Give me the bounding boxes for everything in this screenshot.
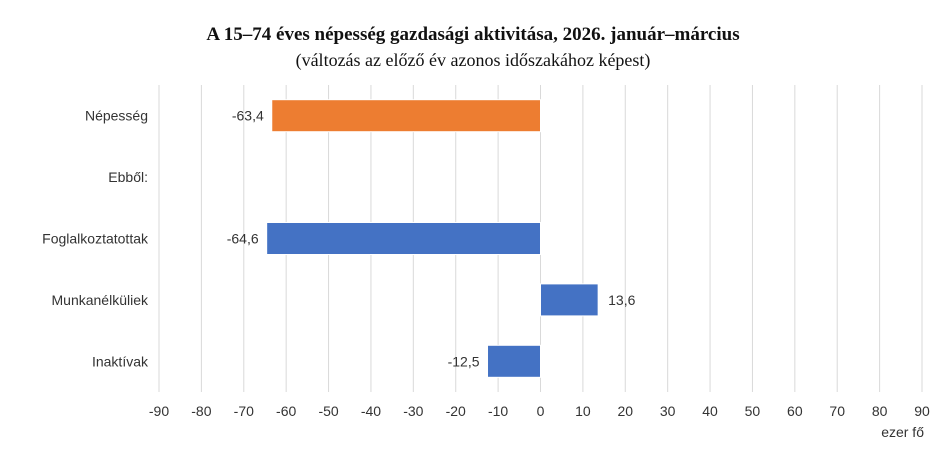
category-label: Foglalkoztatottak xyxy=(42,231,149,247)
x-tick-label: -80 xyxy=(191,403,211,419)
data-label: -12,5 xyxy=(448,353,480,369)
category-label: Inaktívak xyxy=(92,353,149,369)
x-tick-label: 50 xyxy=(745,403,761,419)
x-tick-label: -60 xyxy=(276,403,296,419)
bar xyxy=(487,344,541,378)
data-label: 13,6 xyxy=(608,292,635,308)
category-label: Népesség xyxy=(85,108,148,124)
x-tick-label: 0 xyxy=(537,403,545,419)
category-label: Munkanélküliek xyxy=(52,292,149,308)
x-tick-label: 20 xyxy=(617,403,633,419)
x-tick-label: -10 xyxy=(488,403,508,419)
x-tick-label: 80 xyxy=(872,403,888,419)
x-tick-label: -40 xyxy=(361,403,381,419)
x-tick-label: 70 xyxy=(829,403,845,419)
bar xyxy=(540,283,599,317)
data-label: -64,6 xyxy=(227,231,259,247)
x-tick-label: 10 xyxy=(575,403,591,419)
x-tick-label: -90 xyxy=(149,403,169,419)
x-tick-label: -50 xyxy=(318,403,338,419)
x-tick-label: 60 xyxy=(787,403,803,419)
bar xyxy=(271,99,541,133)
data-label: -63,4 xyxy=(232,108,264,124)
x-axis-unit-label: ezer fő xyxy=(881,424,924,440)
chart-subtitle: (változás az előző év azonos időszakához… xyxy=(295,50,651,70)
x-tick-label: 40 xyxy=(702,403,718,419)
category-label: Ebből: xyxy=(108,169,148,185)
bar xyxy=(266,222,541,255)
x-tick-label: 90 xyxy=(914,403,930,419)
x-tick-label: -20 xyxy=(446,403,466,419)
x-tick-label: 30 xyxy=(660,403,676,419)
chart-title: A 15–74 éves népesség gazdasági aktivitá… xyxy=(206,24,740,45)
x-tick-label: -30 xyxy=(403,403,423,419)
x-tick-label: -70 xyxy=(234,403,254,419)
